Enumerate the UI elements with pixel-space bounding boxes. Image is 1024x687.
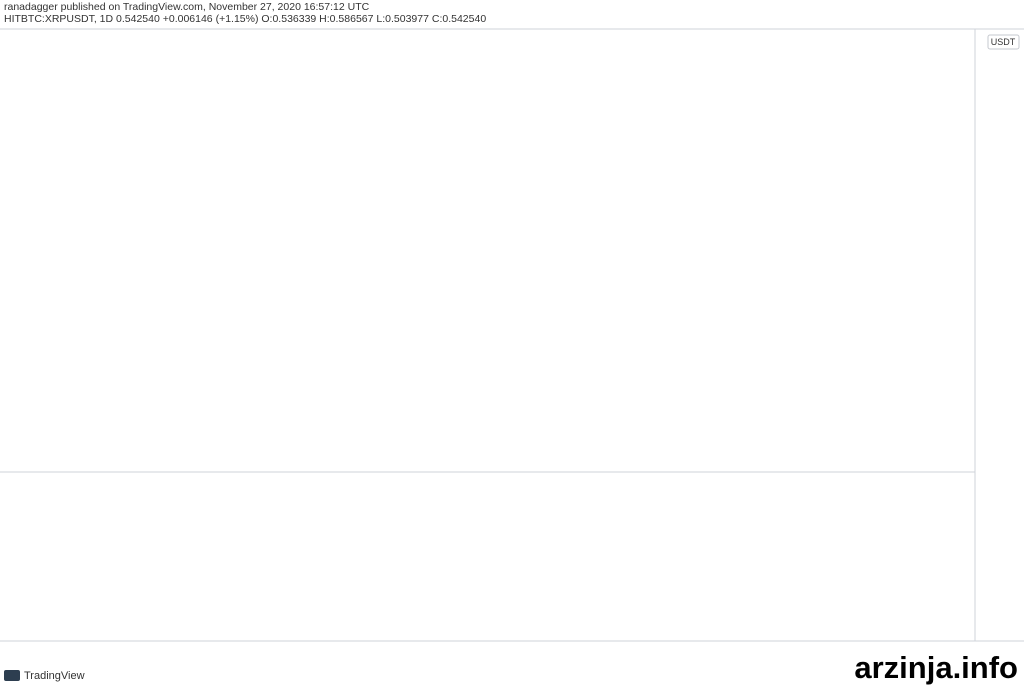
watermark: arzinja.info	[854, 650, 1018, 685]
currency-label[interactable]: USDT	[991, 37, 1016, 47]
publisher-line: ranadagger published on TradingView.com,…	[4, 1, 370, 13]
symbol-line: HITBTC:XRPUSDT, 1D 0.542540 +0.006146 (+…	[4, 13, 486, 25]
currency-box[interactable]	[987, 34, 1020, 50]
logo-icon	[4, 670, 20, 681]
logo-text: TradingView	[24, 670, 85, 682]
